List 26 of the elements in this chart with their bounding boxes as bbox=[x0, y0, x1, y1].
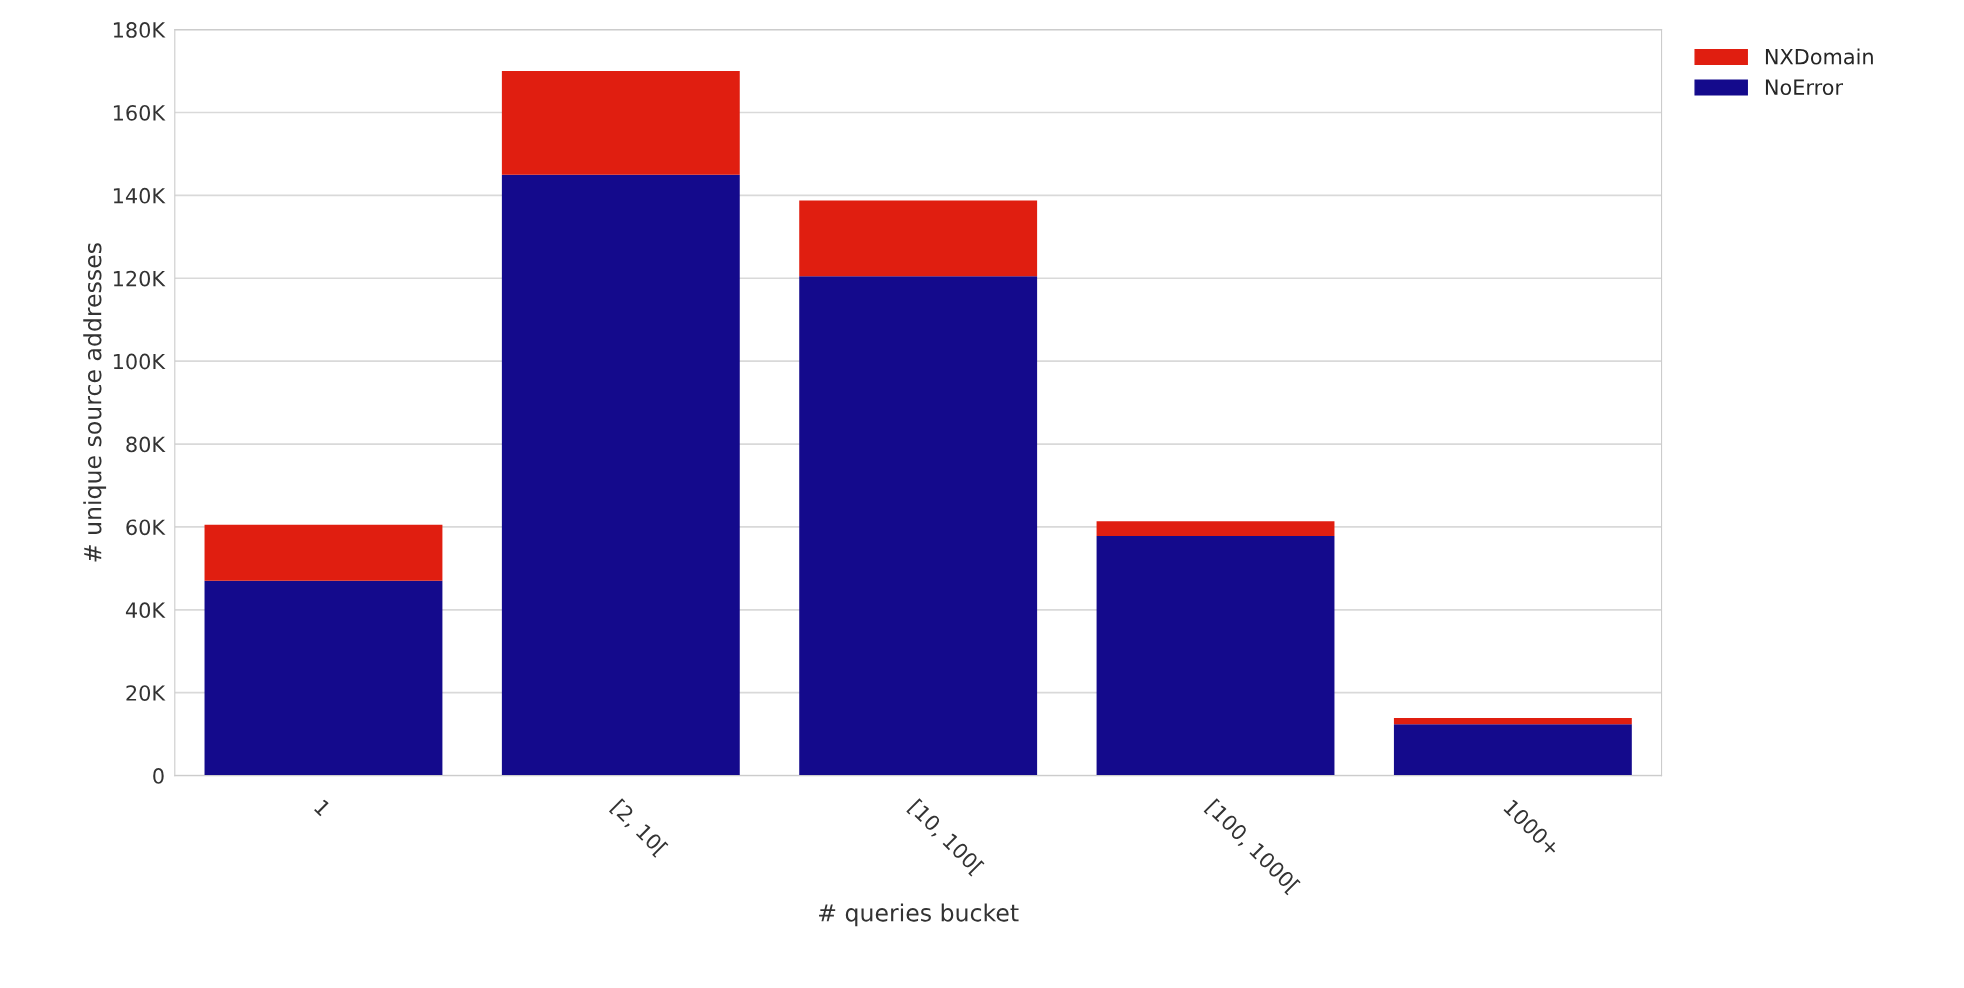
y-tick-label: 60K bbox=[126, 519, 166, 536]
bar bbox=[799, 276, 1038, 776]
y-tick-label: 120K bbox=[113, 270, 166, 287]
y-tick-label: 40K bbox=[125, 602, 166, 619]
y-tick-label: 100K bbox=[113, 353, 166, 370]
bar bbox=[501, 174, 740, 776]
x-tick-label: 1 bbox=[313, 799, 332, 817]
x-tick-label: [2, 10[ bbox=[608, 798, 669, 858]
y-tick-label: 80K bbox=[126, 436, 166, 453]
y-axis-title: # unique source addresses bbox=[83, 243, 107, 562]
legend-label: NoError bbox=[1765, 79, 1844, 96]
bar bbox=[1096, 521, 1335, 537]
legend-label: NXDomain bbox=[1765, 48, 1873, 65]
y-tick-label: 180K bbox=[113, 22, 166, 38]
y-tick-label: 0 bbox=[153, 768, 164, 784]
bar bbox=[1393, 724, 1632, 776]
y-tick-label: 20K bbox=[126, 685, 166, 701]
bar bbox=[204, 524, 443, 581]
bar bbox=[204, 580, 443, 776]
y-tick-label: 160K bbox=[113, 104, 166, 121]
bar bbox=[501, 71, 740, 175]
x-axis-title: # queries bucket bbox=[819, 903, 1019, 927]
y-tick-label: 140K bbox=[113, 187, 166, 204]
bar bbox=[1096, 536, 1335, 776]
bar bbox=[1393, 717, 1632, 725]
bar bbox=[799, 200, 1038, 277]
